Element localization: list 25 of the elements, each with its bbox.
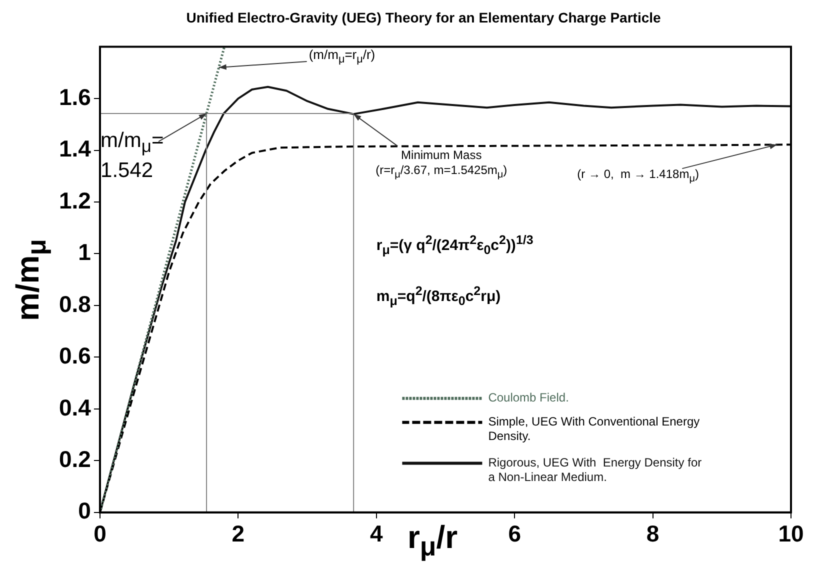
annotation: (r → 0, m → 1.418m$_{μ}$) <box>577 166 699 186</box>
x-tick-label: 4 <box>370 520 383 547</box>
text: Simple, UEG With Conventional Energy Density. <box>488 414 700 444</box>
text: Rigorous, UEG With Energy Density for a Non-Linear Medium. <box>488 456 702 484</box>
text: Coulomb Field. <box>488 390 569 405</box>
annotation: (m/m$_{μ}$=r$_{μ}$/r) <box>308 47 376 68</box>
chart-title: Unified Electro-Gravity (UEG) Theory for an Elementary Charge Particle <box>186 9 661 26</box>
y-tick-label: 1 <box>78 239 92 266</box>
y-tick-label: 0.4 <box>58 394 92 420</box>
y-tick-label: 1.2 <box>58 187 91 214</box>
y-tick-label: 0.6 <box>58 342 91 369</box>
x-tick-label: 2 <box>232 520 245 547</box>
y-tick-label: 1.4 <box>58 136 92 162</box>
y-tick-label: 0 <box>78 498 91 524</box>
x-axis-title: r$_{μ}$/r <box>407 519 458 564</box>
text: m$_{μ}$=q$^{2}$/(8πε$_{0}$c$^{2}$rμ) <box>376 284 501 308</box>
x-tick-label: 8 <box>646 520 660 547</box>
annotation: m/m$_{μ}$= 1.542 <box>100 128 164 184</box>
text: r$_{μ}$=(γ q$^{2}$/(24π$^{2}$ε$_{0}$c$^{2}$))$^{1/3}$ <box>376 233 534 258</box>
y-tick-label: 1.6 <box>58 84 91 110</box>
x-tick-label: 10 <box>778 520 804 547</box>
x-tick-label: 6 <box>508 520 521 547</box>
y-tick-label: 0.8 <box>58 290 92 317</box>
y-tick-label: 0.2 <box>58 446 91 472</box>
annotation: Minimum Mass (r=r$_{μ}$/3.67, m=1.5425m$_{μ}$) <box>376 148 508 182</box>
